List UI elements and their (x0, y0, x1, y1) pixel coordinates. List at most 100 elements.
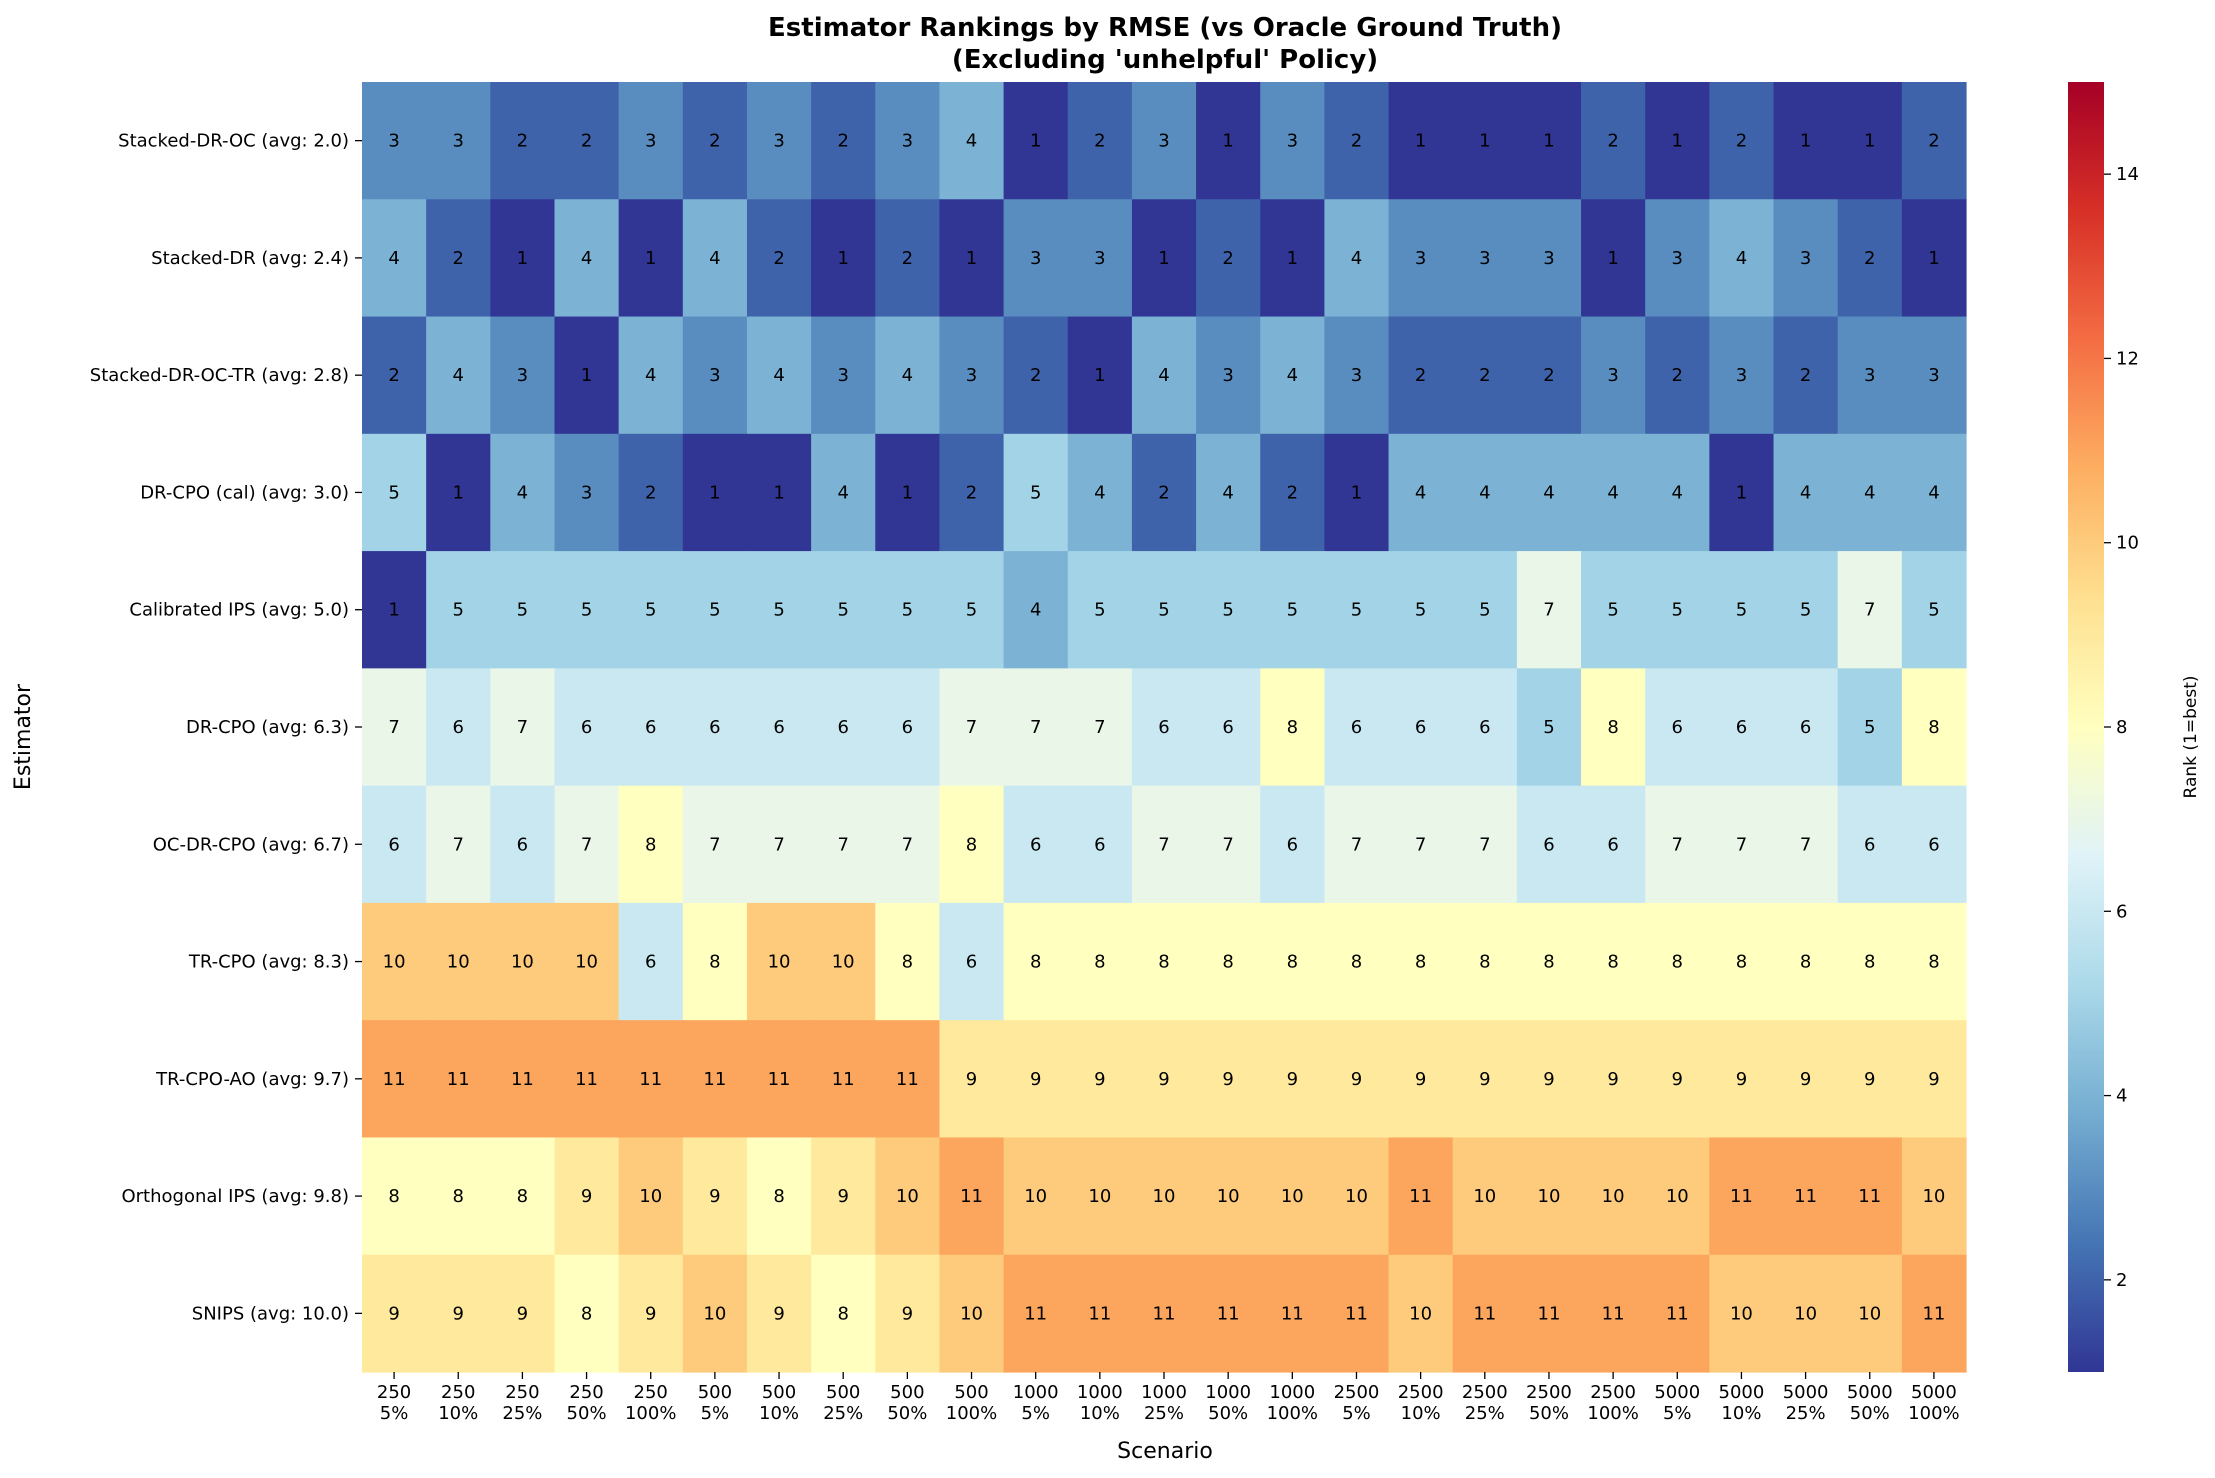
heatmap-cell (1452, 433, 1518, 552)
cell-value-label: 3 (709, 365, 720, 386)
y-tick-label: OC-DR-CPO (avg: 6.7) (153, 834, 349, 855)
cell-value-label: 9 (1736, 1069, 1747, 1090)
x-tick-label-percent: 100% (1908, 1403, 1959, 1424)
x-tick-label-size: 500 (762, 1382, 796, 1403)
x-tick-label-percent: 50% (567, 1403, 607, 1424)
heatmap-cell (554, 902, 620, 1021)
cell-value-label: 11 (1602, 1303, 1625, 1324)
cell-value-label: 7 (1030, 717, 1041, 738)
cell-value-label: 4 (1543, 482, 1554, 503)
cell-value-label: 10 (896, 1186, 919, 1207)
cell-value-label: 6 (1800, 717, 1811, 738)
heatmap-cell (875, 433, 941, 552)
heatmap-cell (1260, 82, 1325, 200)
heatmap-cell (1581, 1137, 1646, 1256)
cell-value-label: 10 (1473, 1186, 1496, 1207)
cell-value-label: 10 (639, 1186, 662, 1207)
cell-value-label: 9 (517, 1303, 528, 1324)
heatmap-cell (682, 433, 748, 552)
heatmap-cell (618, 1137, 684, 1256)
cell-value-label: 8 (517, 1186, 528, 1207)
heatmap-cell (1645, 785, 1710, 904)
heatmap-cell (1709, 785, 1775, 904)
heatmap-cell (1773, 1254, 1839, 1373)
x-tick-label-size: 5000 (1847, 1382, 1893, 1403)
heatmap-cell (1388, 902, 1454, 1021)
cell-value-label: 11 (1538, 1303, 1561, 1324)
cell-value-label: 3 (1287, 131, 1298, 152)
heatmap-cell (1709, 199, 1775, 318)
heatmap-cell (1901, 1020, 1967, 1139)
heatmap-cell (1901, 316, 1967, 435)
x-tick-label-percent: 50% (1529, 1403, 1569, 1424)
cell-value-label: 6 (645, 717, 656, 738)
heatmap-cell (875, 551, 941, 669)
cell-value-label: 1 (388, 600, 399, 621)
x-tick-label-percent: 100% (625, 1403, 676, 1424)
heatmap-cell (1773, 316, 1839, 435)
heatmap-cell (1388, 785, 1454, 904)
cell-value-label: 7 (1415, 834, 1426, 855)
heatmap-cell (1773, 551, 1839, 669)
cell-value-label: 7 (453, 834, 464, 855)
heatmap-cell (811, 1137, 876, 1256)
heatmap-cell (362, 902, 427, 1021)
cell-value-label: 7 (1479, 834, 1490, 855)
heatmap-cell (1709, 1254, 1775, 1373)
y-tick-label: Orthogonal IPS (avg: 9.8) (121, 1186, 349, 1207)
cell-value-label: 1 (1607, 248, 1618, 269)
heatmap-cell (1324, 1020, 1390, 1139)
colorbar-tick-label: 10 (2116, 533, 2139, 554)
heatmap-cell (875, 1020, 941, 1139)
cell-value-label: 3 (1222, 365, 1233, 386)
cell-value-label: 1 (1158, 248, 1169, 269)
heatmap-cell (1003, 551, 1069, 669)
heatmap-cell (618, 785, 684, 904)
x-tick-label-size: 1000 (1013, 1382, 1059, 1403)
cell-value-label: 11 (1858, 1186, 1881, 1207)
cell-value-label: 11 (1345, 1303, 1368, 1324)
cell-value-label: 7 (837, 834, 848, 855)
y-tick-label: Stacked-DR-OC-TR (avg: 2.8) (90, 365, 349, 386)
heatmap-cell (1131, 785, 1197, 904)
x-tick-label-size: 500 (698, 1382, 732, 1403)
cell-value-label: 5 (1415, 600, 1426, 621)
colorbar-tick-label: 6 (2116, 901, 2127, 922)
heatmap-cell (939, 668, 1005, 787)
cell-value-label: 8 (645, 834, 656, 855)
heatmap-cell (1645, 1137, 1710, 1256)
x-tick-label-percent: 100% (946, 1403, 997, 1424)
cell-value-label: 5 (1800, 600, 1811, 621)
x-tick-label-size: 250 (441, 1382, 475, 1403)
y-tick-label: DR-CPO (avg: 6.3) (186, 717, 349, 738)
cell-value-label: 2 (1222, 248, 1233, 269)
heatmap-cell (1452, 1254, 1518, 1373)
heatmap-cell (1837, 902, 1903, 1021)
heatmap-cell (426, 316, 491, 435)
heatmap-cell (875, 1254, 941, 1373)
heatmap-cell (682, 1254, 748, 1373)
y-tick-label: Stacked-DR-OC (avg: 2.0) (118, 131, 349, 152)
heatmap-cell (490, 902, 556, 1021)
cell-value-label: 10 (960, 1303, 983, 1324)
heatmap-cell (682, 199, 748, 318)
cell-value-label: 8 (1415, 952, 1426, 973)
cell-value-label: 7 (1672, 834, 1683, 855)
cell-value-label: 9 (1094, 1069, 1105, 1090)
heatmap-cell (618, 82, 684, 200)
heatmap-cell-labels: 3 3 2 2 3 2 3 2 3 4 1 2 3 1 3 2 1 1 1 2 1 2 1 1 24 2 1 4 1 4 2 1 2 1 3 3 1 2 1… (383, 131, 1946, 1325)
heatmap-cell (1324, 316, 1390, 435)
heatmap-cell (875, 785, 941, 904)
heatmap-cell (1131, 1254, 1197, 1373)
heatmap-cell (875, 316, 941, 435)
heatmap-cell (1067, 82, 1133, 200)
heatmap-cell (1131, 1137, 1197, 1256)
heatmap-cell (1773, 433, 1839, 552)
heatmap-cell (1645, 1020, 1710, 1139)
cell-value-label: 6 (517, 834, 528, 855)
cell-value-label: 1 (773, 482, 784, 503)
heatmap-cell (1003, 433, 1069, 552)
heatmap-cell (362, 82, 427, 200)
cell-value-label: 7 (388, 717, 399, 738)
heatmap-cell (1645, 199, 1710, 318)
